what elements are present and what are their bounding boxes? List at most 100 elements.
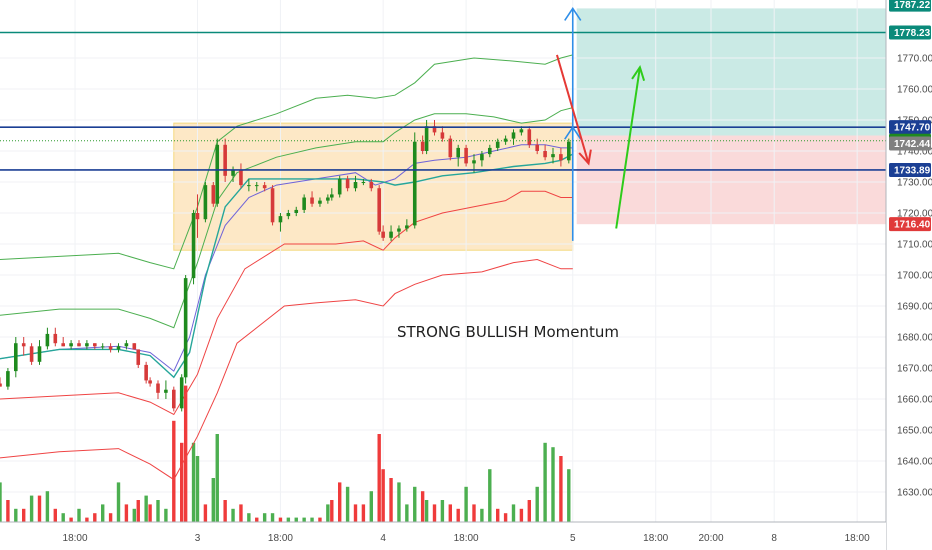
candle-body xyxy=(464,147,468,164)
volume-bar-7 xyxy=(53,508,57,522)
price-badge-bg xyxy=(889,0,931,12)
volume-bar-51 xyxy=(377,434,381,522)
volume-bar-6 xyxy=(45,491,50,522)
volume-bar-61 xyxy=(448,504,452,522)
momentum-annotation[interactable]: STRONG BULLISH Momentum xyxy=(397,323,619,341)
candle-24 xyxy=(179,374,184,412)
volume-bar-2 xyxy=(14,508,18,522)
volume-bar-15 xyxy=(116,482,121,522)
candle-66 xyxy=(488,144,492,158)
volume-bar-35 xyxy=(255,517,259,522)
volume-bar-45 xyxy=(330,500,334,522)
consolidation-box xyxy=(173,122,574,251)
volume-bar-11 xyxy=(85,517,89,522)
candle-body xyxy=(183,278,188,378)
candle-16 xyxy=(124,340,129,350)
candle-body xyxy=(448,138,453,158)
drawn-arrows[interactable] xyxy=(555,6,646,241)
candle-41 xyxy=(302,194,306,214)
candle-54 xyxy=(397,225,401,238)
candle-body xyxy=(108,346,113,350)
candle-37 xyxy=(270,185,275,226)
candle-body xyxy=(179,377,184,409)
blue-arrowhead-mid xyxy=(564,125,582,140)
target-zone xyxy=(576,8,901,136)
green-arrow xyxy=(615,65,646,229)
volume-bar-73 xyxy=(543,442,547,522)
candle-body xyxy=(156,383,160,393)
price-axis[interactable]: 1630.00 1640.00 1650.00 1660.00 1670.00 1680.… xyxy=(885,0,932,550)
price-badge-6: 1716.40 xyxy=(889,217,931,232)
candle-63 xyxy=(464,144,468,167)
candle-body xyxy=(100,346,105,348)
candle-75 xyxy=(559,147,563,167)
candle-71 xyxy=(527,126,532,148)
moving-average-blue xyxy=(0,144,573,372)
candle-36 xyxy=(262,182,267,192)
x-tick-label-8: 8 xyxy=(771,533,777,544)
y-tick-label-0: 1630.00 xyxy=(897,488,932,499)
time-axis[interactable]: 18:00 3 18:00 4 18:00 5 18:00 20:00 8 18:00 xyxy=(0,521,886,550)
candle-45 xyxy=(330,188,334,201)
candle-body xyxy=(231,169,235,176)
volume-bar-36 xyxy=(262,513,267,522)
volume-bar-41 xyxy=(302,517,306,522)
price-badge-bg xyxy=(889,162,931,177)
candle-body xyxy=(369,182,374,189)
candle-body xyxy=(77,343,81,347)
volume-bar-59 xyxy=(432,504,437,522)
candle-body xyxy=(420,141,425,152)
candle-5 xyxy=(37,340,42,365)
candle-body xyxy=(294,209,299,214)
price-badge-0: 1787.22 xyxy=(889,0,931,12)
volume-bar-28 xyxy=(203,504,208,522)
y-tick-label-1: 1640.00 xyxy=(897,457,932,468)
volume-bar-64 xyxy=(472,504,476,522)
candle-62 xyxy=(456,144,460,167)
price-badge-bg xyxy=(889,120,931,135)
candle-72 xyxy=(535,138,539,155)
y-tick-label-4: 1670.00 xyxy=(897,364,932,375)
candle-2 xyxy=(14,337,18,378)
price-badge-label: 1733.89 xyxy=(894,165,931,176)
volume-bar-27 xyxy=(195,456,200,522)
candle-body xyxy=(424,126,429,152)
candle-body xyxy=(330,194,334,198)
horizontal-levels[interactable] xyxy=(0,31,886,171)
candle-3 xyxy=(21,337,26,356)
candle-body xyxy=(480,154,484,161)
candle-33 xyxy=(239,163,243,189)
candle-26 xyxy=(191,209,196,285)
candle-body xyxy=(262,185,267,189)
x-tick-label-1: 3 xyxy=(195,533,201,544)
y-tick-label-9: 1720.00 xyxy=(897,209,932,220)
volume-bar-48 xyxy=(353,504,358,522)
volume-bar-34 xyxy=(247,513,251,522)
candle-32 xyxy=(231,166,235,183)
price-badge-2: 1747.70 xyxy=(889,120,931,135)
candle-35 xyxy=(254,182,259,192)
blue-arrowhead-top xyxy=(564,6,582,21)
stop-zone xyxy=(576,135,901,225)
candle-42 xyxy=(310,191,314,207)
volume-bar-47 xyxy=(345,486,350,522)
candle-55 xyxy=(405,219,409,232)
candle-body xyxy=(116,346,121,350)
volume-bar-0 xyxy=(0,482,2,522)
candle-body xyxy=(61,343,65,347)
candle-body xyxy=(195,213,200,220)
candle-4 xyxy=(29,343,34,365)
candle-body xyxy=(203,185,208,220)
candle-body xyxy=(270,188,275,223)
candle-15 xyxy=(116,343,121,353)
candle-14 xyxy=(108,343,113,353)
candle-22 xyxy=(164,380,168,400)
candle-31 xyxy=(223,138,227,183)
candle-76 xyxy=(567,138,571,164)
volume-bar-33 xyxy=(239,504,243,522)
y-tick-label-10: 1730.00 xyxy=(897,178,932,189)
volume-bar-56 xyxy=(413,486,417,522)
candle-body xyxy=(136,349,141,365)
candle-body xyxy=(440,132,445,139)
